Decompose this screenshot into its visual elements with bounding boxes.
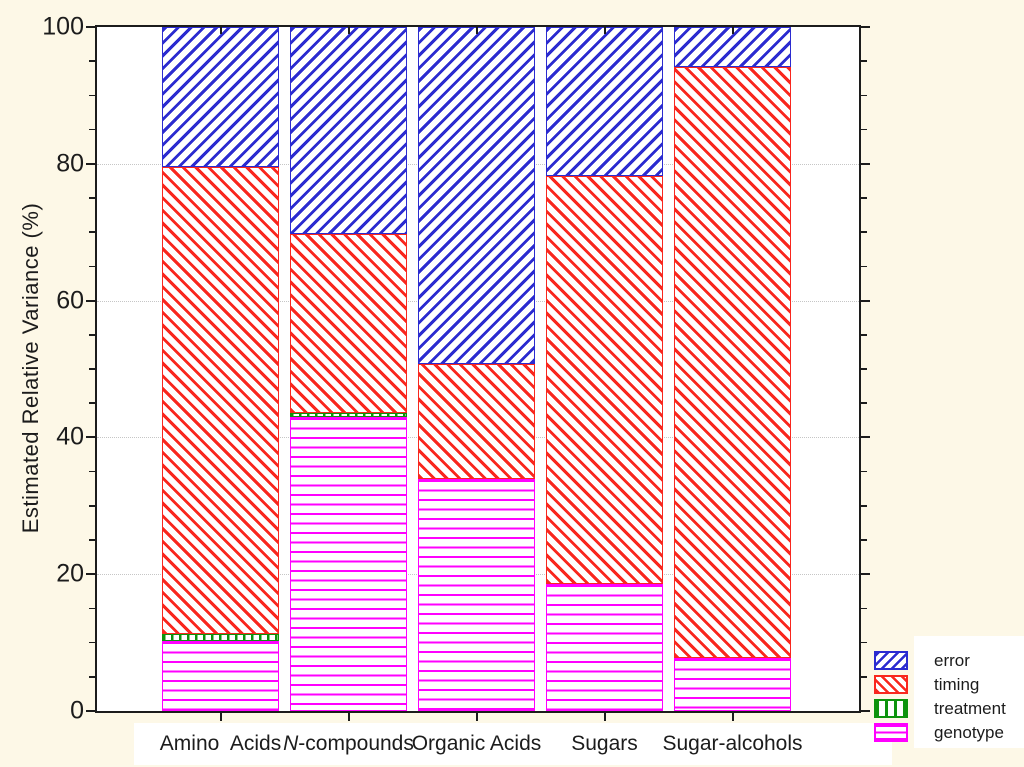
x-tick-bottom-2	[475, 713, 478, 721]
y-tick-label-20: 20	[56, 559, 84, 588]
y-tick-left-65	[89, 265, 95, 268]
y-tick-right-85	[861, 128, 867, 131]
y-tick-left-80	[86, 162, 95, 165]
bar-segment-timing	[546, 176, 663, 585]
bar-segment-error	[418, 27, 535, 365]
y-tick-left-25	[89, 539, 95, 541]
legend: error timing treatment genotype	[914, 636, 1024, 748]
bar-segment-error	[546, 27, 663, 177]
y-tick-right-55	[861, 334, 867, 336]
y-tick-right-35	[861, 470, 867, 473]
bar-segment-timing	[162, 167, 279, 634]
legend-swatch-error	[874, 651, 908, 670]
x-tick-top-1	[347, 27, 350, 34]
legend-swatch-treatment	[874, 699, 908, 718]
legend-label-error: error	[934, 651, 970, 670]
x-tick-bottom-1	[347, 713, 350, 721]
bar-segment-error	[290, 27, 407, 235]
x-tick-bottom-3	[603, 713, 606, 721]
y-tick-right-75	[861, 197, 867, 199]
x-category-label-1: N-compounds	[283, 732, 414, 755]
y-tick-left-70	[89, 231, 95, 233]
x-tick-bottom-4	[731, 713, 734, 721]
y-tick-right-20	[861, 573, 870, 576]
y-tick-right-40	[861, 436, 870, 439]
bar-segment-timing	[418, 364, 535, 480]
legend-label-treatment: treatment	[934, 699, 1006, 718]
bar-n-compounds	[290, 27, 407, 711]
y-tick-right-15	[861, 607, 867, 610]
y-tick-right-70	[861, 231, 867, 233]
y-tick-label-60: 60	[56, 286, 84, 315]
y-tick-left-5	[89, 676, 95, 678]
y-tick-left-95	[89, 60, 95, 62]
legend-swatch-genotype	[874, 723, 908, 742]
y-tick-label-40: 40	[56, 422, 84, 451]
bar-segment-treatment	[162, 633, 279, 641]
y-tick-left-55	[89, 334, 95, 336]
x-tick-bottom-0	[219, 713, 222, 721]
y-tick-right-25	[861, 539, 867, 541]
bar-segment-genotype	[546, 584, 663, 711]
y-tick-left-85	[89, 128, 95, 131]
bar-sugar-alcohols	[674, 27, 791, 711]
y-tick-left-35	[89, 470, 95, 473]
y-tick-left-15	[89, 607, 95, 610]
y-tick-right-90	[861, 94, 867, 97]
y-tick-left-40	[86, 436, 95, 439]
y-tick-right-65	[861, 265, 867, 268]
bar-segment-treatment	[290, 413, 407, 417]
bar-segment-genotype	[162, 640, 279, 711]
y-tick-right-0	[861, 710, 870, 712]
y-tick-left-50	[89, 368, 95, 370]
y-tick-right-30	[861, 505, 867, 507]
bar-segment-timing	[290, 234, 407, 414]
x-tick-top-2	[475, 27, 478, 34]
x-category-label-3: Sugars	[571, 732, 638, 755]
y-tick-label-0: 0	[70, 696, 84, 725]
y-tick-left-90	[89, 94, 95, 97]
y-tick-label-80: 80	[56, 149, 84, 178]
y-tick-left-45	[89, 402, 95, 404]
bar-segment-genotype	[674, 657, 791, 711]
legend-swatch-timing	[874, 675, 908, 694]
y-tick-label-100: 100	[42, 12, 84, 41]
legend-label-timing: timing	[934, 675, 980, 694]
x-axis-label-strip: Amino Acids N-compounds Organic Acids Sugar…	[134, 723, 892, 765]
y-tick-left-75	[89, 197, 95, 199]
bar-amino-acids	[162, 27, 279, 711]
x-tick-top-3	[603, 27, 606, 34]
bar-segment-genotype	[418, 479, 535, 711]
y-tick-right-60	[861, 299, 870, 302]
y-tick-left-20	[86, 573, 95, 576]
y-tick-right-50	[861, 368, 867, 370]
x-category-label-2: Organic Acids	[411, 732, 542, 755]
legend-label-genotype: genotype	[934, 723, 1004, 742]
bar-organic-acids	[418, 27, 535, 711]
y-tick-left-0	[86, 710, 95, 712]
y-tick-right-80	[861, 162, 870, 165]
y-tick-left-100	[86, 26, 95, 28]
bar-segment-error	[162, 27, 279, 168]
y-axis-title: Estimated Relative Variance (%)	[18, 202, 43, 534]
bar-sugars	[546, 27, 663, 711]
y-tick-right-45	[861, 402, 867, 404]
x-tick-top-4	[731, 27, 734, 34]
y-tick-right-10	[861, 641, 867, 644]
bar-segment-timing	[674, 66, 791, 658]
y-tick-left-60	[86, 299, 95, 302]
plot-area	[95, 25, 861, 713]
x-category-label-0: Amino Acids	[159, 732, 282, 755]
y-tick-right-5	[861, 676, 867, 678]
y-tick-left-10	[89, 641, 95, 644]
x-tick-top-0	[219, 27, 222, 34]
y-tick-right-100	[861, 26, 870, 28]
y-tick-left-30	[89, 505, 95, 507]
y-tick-right-95	[861, 60, 867, 62]
x-category-label-4: Sugar-alcohols	[662, 732, 803, 755]
bar-segment-genotype	[290, 416, 407, 711]
